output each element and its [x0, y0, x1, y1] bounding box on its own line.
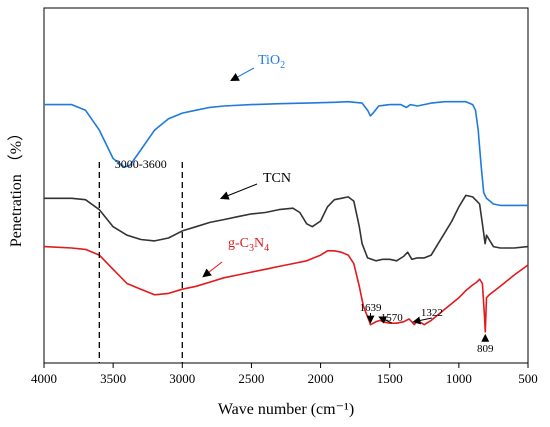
x-tick-label: 2500: [238, 371, 264, 386]
series-label: TiO2: [258, 53, 285, 71]
series-line-1: [44, 100, 528, 207]
series-label-layer: TiO2 TCN g-C3N4: [202, 53, 291, 278]
x-tick-label: 500: [518, 371, 538, 386]
series-label-arrow: [202, 261, 223, 278]
x-tick-label: 3000: [169, 371, 195, 386]
plot-frame: [43, 7, 529, 364]
x-tick-label: 2000: [308, 371, 334, 386]
x-tick-label: 3500: [100, 371, 126, 386]
x-axis-title: Wave number (cm⁻¹): [218, 401, 354, 418]
x-tick-label: 1000: [446, 371, 472, 386]
region-layer: 3000-3600: [98, 157, 183, 363]
peak-arrow: [412, 316, 432, 325]
peak-arrow: [378, 316, 393, 324]
series-label: g-C3N4: [228, 236, 269, 254]
x-axis-ticks: 4000 3500 3000 2500 2000 1500 1000 500: [31, 363, 538, 386]
y-axis-title: Penetration （%）: [7, 125, 25, 247]
peak-annotation: 1570: [381, 312, 404, 324]
x-tick-label: 1500: [377, 371, 403, 386]
peak-annotation: 1322: [421, 307, 443, 319]
series-layer: [43, 100, 529, 333]
series-label-arrow: [230, 67, 255, 82]
series-label: TCN: [263, 171, 291, 186]
peak-annotation: 809: [477, 343, 494, 355]
series-label-arrow: [219, 183, 258, 200]
region-label: 3000-3600: [115, 157, 167, 171]
peak-annotation: 1639: [359, 302, 382, 314]
series-line-2: [44, 194, 529, 262]
series-line-3: [43, 245, 529, 333]
x-tick-label: 4000: [31, 371, 57, 386]
